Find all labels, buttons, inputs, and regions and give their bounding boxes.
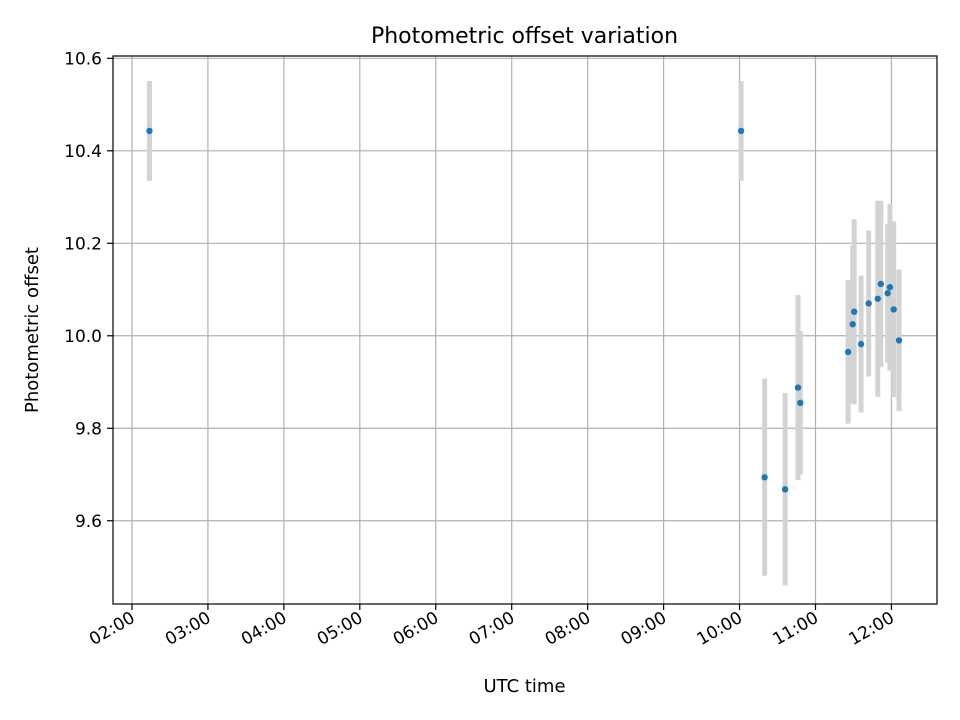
y-tick-label: 10.0: [64, 327, 102, 347]
data-point: [146, 127, 153, 135]
data-point: [886, 284, 894, 291]
data-point: [895, 337, 903, 344]
x-tick-label: 11:00: [770, 608, 822, 650]
x-tick-label: 03:00: [162, 608, 214, 650]
data-point: [865, 300, 872, 307]
grid-lines: [113, 56, 937, 604]
y-axis-ticks: 9.6 9.8 10.0 10.2 10.4 10.6: [64, 49, 113, 532]
x-axis-ticks: 02:00 03:00 04:00 05:00 06:00 07:00 08:00 09:00…: [86, 604, 898, 650]
data-point: [737, 127, 745, 135]
x-tick-label: 10:00: [694, 608, 746, 650]
data-point: [877, 280, 885, 288]
chart-title: Photometric offset variation: [371, 24, 678, 49]
data-point: [851, 308, 858, 315]
x-tick-label: 05:00: [314, 608, 366, 650]
y-tick-label: 10.6: [64, 49, 102, 69]
x-tick-label: 08:00: [542, 608, 594, 650]
data-point: [874, 295, 881, 302]
data-point: [884, 290, 891, 297]
y-axis-label: Photometric offset: [22, 247, 43, 413]
data-point: [797, 399, 804, 407]
y-tick-label: 9.6: [75, 512, 102, 532]
error-bars: [146, 80, 902, 586]
data-point: [849, 321, 856, 328]
x-tick-label: 06:00: [390, 608, 442, 650]
data-point: [890, 306, 897, 313]
data-point: [781, 486, 789, 493]
data-point: [761, 474, 768, 481]
x-tick-label: 09:00: [618, 608, 670, 650]
data-point: [794, 384, 802, 391]
plot-frame: [112, 55, 938, 605]
x-tick-label: 07:00: [466, 608, 518, 650]
data-point: [857, 340, 865, 348]
data-points: [146, 127, 903, 493]
data-point: [844, 348, 852, 356]
x-tick-label: 12:00: [845, 608, 897, 650]
x-tick-label: 04:00: [238, 608, 290, 650]
x-axis-label: UTC time: [483, 676, 565, 697]
y-tick-label: 9.8: [75, 419, 102, 439]
y-tick-label: 10.4: [64, 142, 102, 162]
x-tick-label: 02:00: [86, 608, 138, 650]
y-tick-label: 10.2: [64, 234, 102, 254]
